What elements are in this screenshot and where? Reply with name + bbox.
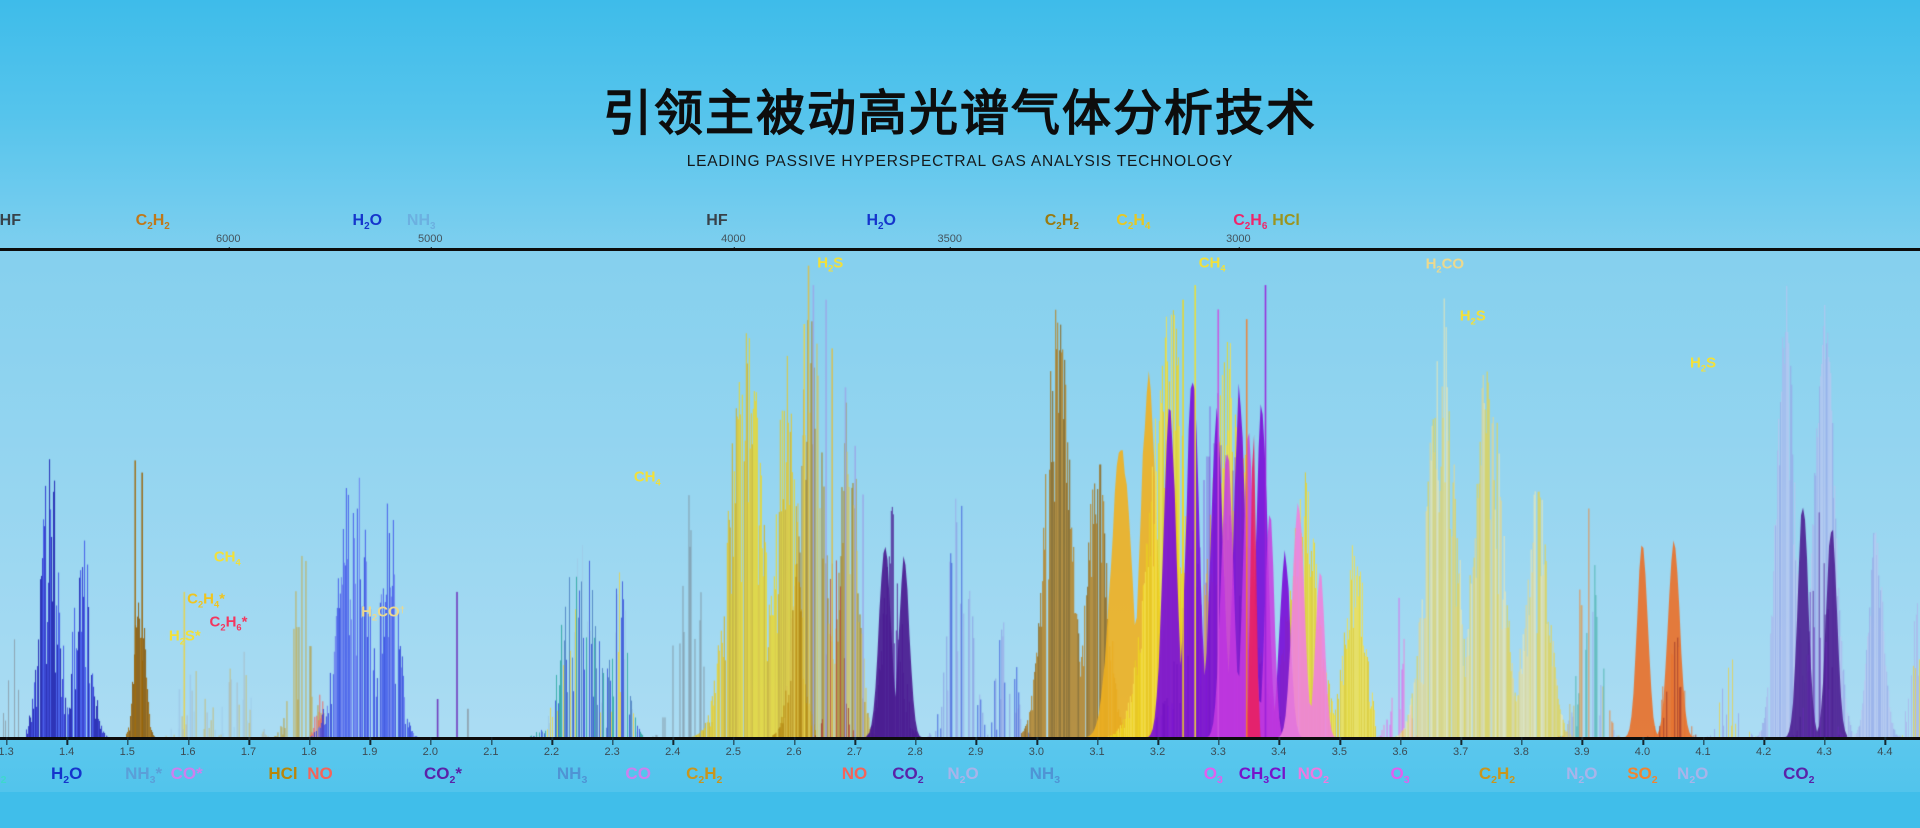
bottom-tick-1.5: 1.5 xyxy=(119,737,135,758)
bottom-tick-3.2: 3.2 xyxy=(1149,737,1166,758)
bottom-tick-2.6: 2.6 xyxy=(786,737,802,758)
bottom-tick-2.4: 2.4 xyxy=(665,737,681,758)
bottom-tick-2.8: 2.8 xyxy=(907,737,923,758)
bottom-gas-label-NO: NO xyxy=(307,764,333,783)
bottom-tick-1.6: 1.6 xyxy=(180,737,196,758)
annotation-C2H4*: C2H4* xyxy=(187,590,225,610)
top-gas-label-C2H2: C2H2 xyxy=(135,212,170,232)
annotation-H2S: H2S xyxy=(1690,354,1717,374)
top-tick-5000: 5000 xyxy=(418,233,443,254)
top-tick-3500: 3500 xyxy=(937,233,962,254)
bottom-tick-3.9: 3.9 xyxy=(1574,737,1590,758)
page-title: 引领主被动高光谱气体分析技术 xyxy=(602,87,1317,141)
bottom-gas-label-NH3*: NH3* xyxy=(125,764,163,787)
top-gas-label-NH3: NH3 xyxy=(406,212,436,232)
bottom-tick-3.7: 3.7 xyxy=(1452,737,1469,758)
annotation-H2S: H2S xyxy=(1459,307,1486,327)
bottom-gas-label-H2O: H2O xyxy=(50,764,83,787)
annotation-C2H6*: C2H6* xyxy=(209,613,248,633)
bottom-gas-label-NO2: NO2 xyxy=(1297,764,1330,787)
bottom-gas-label-SO2: SO2 xyxy=(1627,764,1658,787)
top-tick-3000: 3000 xyxy=(1226,233,1251,254)
top-tick-4000: 4000 xyxy=(721,233,746,254)
bottom-gas-label-C2H2: C2H2 xyxy=(686,764,723,787)
bottom-gas-label-CO2: CO2 xyxy=(892,764,924,787)
in-chart-annotations: CH4 C2H4* C2H6* H2S* H2CO† CH4 H2S CH4 H2CO H2S H2… xyxy=(0,251,1920,738)
annotation-H2S: H2S xyxy=(817,254,844,274)
top-axis-gas-labels: HF C2H2 H2O NH3 HF H2O C2H2 C2H4 C2H6 HCl xyxy=(0,212,1920,234)
bottom-axis-gas-labels: O2 H2O NH3* CO* HCl NO CO2* NH3 CO C2H2 NO CO2 N2O NH… xyxy=(0,764,1920,792)
footer-strip xyxy=(0,792,1920,828)
bottom-gas-label-N2O: N2O xyxy=(1677,764,1709,787)
top-gas-label-HCl: HCl xyxy=(1272,212,1300,229)
bottom-tick-3.3: 3.3 xyxy=(1210,737,1226,758)
bottom-tick-4.1: 4.1 xyxy=(1695,737,1711,758)
bottom-tick-3.6: 3.6 xyxy=(1392,737,1408,758)
bottom-axis-line xyxy=(0,737,1920,740)
bottom-gas-label-O3: O3 xyxy=(1390,764,1410,787)
bottom-gas-label-HCl: HCl xyxy=(268,764,298,783)
top-gas-label-H2O: H2O xyxy=(866,212,896,232)
top-gas-label-C2H6: C2H6 xyxy=(1233,212,1268,232)
bottom-gas-label-C2H2: C2H2 xyxy=(1478,764,1516,787)
bottom-tick-3.4: 3.4 xyxy=(1271,737,1287,758)
bottom-tick-2.2: 2.2 xyxy=(543,737,560,758)
annotation-CH4: CH4 xyxy=(633,469,661,488)
bottom-gas-label-NH3: NH3 xyxy=(556,764,588,787)
bottom-gas-label-CO2*: CO2* xyxy=(424,764,463,787)
bottom-gas-label-N2O: N2O xyxy=(1566,764,1598,787)
bottom-tick-4.3: 4.3 xyxy=(1816,737,1832,758)
bottom-tick-3.0: 3.0 xyxy=(1028,737,1045,758)
bottom-gas-label-NO: NO xyxy=(841,764,868,783)
annotation-CH4: CH4 xyxy=(1198,254,1226,274)
top-gas-label-HF: HF xyxy=(706,212,728,229)
top-axis-wavenumber-ticks: 6000 5000 4000 3500 3000 xyxy=(0,233,1920,254)
top-tick-6000: 6000 xyxy=(216,233,241,254)
bottom-gas-label-NH3: NH3 xyxy=(1029,764,1061,787)
bottom-gas-label-CH3Cl: CH3Cl xyxy=(1238,764,1287,787)
header-area: 引领主被动高光谱气体分析技术 LEADING PASSIVE HYPERSPEC… xyxy=(0,0,1920,254)
top-gas-label-HF: HF xyxy=(0,212,21,229)
bottom-gas-label-O2: O2 xyxy=(0,764,7,787)
annotation-H2S*: H2S* xyxy=(168,627,201,647)
bottom-tick-4.2: 4.2 xyxy=(1755,737,1772,758)
bottom-tick-1.8: 1.8 xyxy=(301,737,317,758)
bottom-tick-2.7: 2.7 xyxy=(846,737,863,758)
bottom-tick-3.1: 3.1 xyxy=(1089,737,1105,758)
bottom-axis-ticks: 1.3 1.4 1.5 1.6 1.7 1.8 1.9 2.0 2.1 2.2 2.3 2.4 2.5 2… xyxy=(0,737,1920,768)
bottom-tick-2.3: 2.3 xyxy=(604,737,620,758)
bottom-gas-label-O3: O3 xyxy=(1203,764,1223,787)
bottom-tick-2.1: 2.1 xyxy=(483,737,499,758)
bottom-tick-2.5: 2.5 xyxy=(725,737,741,758)
bottom-gas-label-CO: CO xyxy=(625,764,651,783)
top-gas-label-C2H4: C2H4 xyxy=(1116,212,1151,232)
spectra-canvas xyxy=(0,251,1920,738)
bottom-gas-label-CO2: CO2 xyxy=(1783,764,1815,787)
page-subtitle: LEADING PASSIVE HYPERSPECTRAL GAS ANALYS… xyxy=(686,153,1234,170)
bottom-tick-3.5: 3.5 xyxy=(1331,737,1348,758)
bottom-tick-2.0: 2.0 xyxy=(422,737,438,758)
annotation-CH4: CH4 xyxy=(213,548,241,568)
bottom-tick-4.4: 4.4 xyxy=(1877,737,1893,758)
bottom-gas-label-N2O: N2O xyxy=(947,764,979,787)
bottom-tick-4.0: 4.0 xyxy=(1634,737,1651,758)
bottom-tick-3.8: 3.8 xyxy=(1513,737,1529,758)
top-gas-label-C2H2: C2H2 xyxy=(1044,212,1079,232)
bottom-tick-1.3: 1.3 xyxy=(0,737,14,758)
top-axis-line xyxy=(0,248,1920,251)
bottom-tick-1.7: 1.7 xyxy=(240,737,257,758)
annotation-H2CO: H2CO xyxy=(1425,255,1465,275)
bottom-gas-label-CO*: CO* xyxy=(170,764,203,783)
spectra-plot-area: CH4 C2H4* C2H6* H2S* H2CO† CH4 H2S CH4 H2CO H2S H2… xyxy=(0,251,1920,738)
bottom-tick-1.4: 1.4 xyxy=(59,737,75,758)
top-gas-label-H2O: H2O xyxy=(352,212,383,232)
bottom-tick-1.9: 1.9 xyxy=(362,737,378,758)
bottom-tick-2.9: 2.9 xyxy=(968,737,984,758)
annotation-H2CO†: H2CO† xyxy=(361,603,405,623)
